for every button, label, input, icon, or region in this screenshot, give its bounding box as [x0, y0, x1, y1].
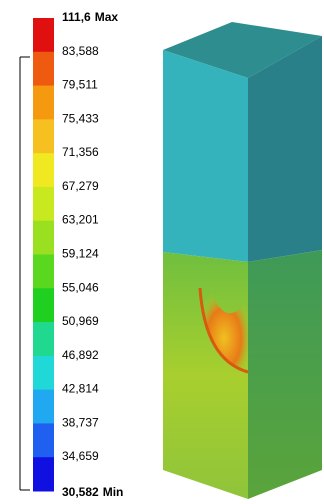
label-value: 38,737 [62, 416, 99, 430]
label-value: 71,356 [62, 145, 99, 159]
color-band [33, 356, 54, 390]
right-face-lower [248, 250, 322, 499]
legend-label: 34,659 [62, 449, 99, 463]
legend-label: 71,356 [62, 145, 99, 159]
label-value: 59,124 [62, 247, 99, 261]
label-value: 67,279 [62, 179, 99, 193]
label-tag: Min [103, 485, 124, 499]
color-band [33, 423, 54, 457]
label-value: 30,582 [62, 485, 99, 499]
legend-label: 111,6 Max [62, 10, 118, 24]
legend-label: 79,511 [62, 78, 98, 92]
result-view: 111,6 Max 83,588 79,511 75,433 71,356 67,279 63… [0, 0, 324, 499]
label-value: 63,201 [62, 213, 99, 227]
label-value: 55,046 [62, 280, 99, 294]
legend-label: 67,279 [62, 179, 99, 193]
label-value: 34,659 [62, 449, 99, 463]
label-value: 75,433 [62, 112, 99, 126]
color-band [33, 390, 54, 424]
legend-label: 50,969 [62, 314, 99, 328]
color-band [33, 255, 54, 289]
color-band [33, 322, 54, 356]
front-face-upper [163, 50, 248, 262]
legend-label: 55,046 [62, 280, 99, 294]
legend-label: 59,124 [62, 247, 99, 261]
color-band [33, 288, 54, 322]
label-value: 79,511 [62, 78, 98, 92]
legend-label: 75,433 [62, 112, 99, 126]
label-value: 42,814 [62, 382, 99, 396]
legend-label: 83,588 [62, 44, 99, 58]
color-band [33, 221, 54, 255]
label-value: 83,588 [62, 44, 99, 58]
color-band [33, 457, 54, 491]
label-value: 50,969 [62, 314, 99, 328]
legend-label: 42,814 [62, 382, 99, 396]
legend-label: 38,737 [62, 416, 99, 430]
color-band [33, 153, 54, 187]
legend-label: 46,892 [62, 348, 99, 362]
color-band [33, 18, 54, 52]
legend: 111,6 Max 83,588 79,511 75,433 71,356 67,279 63… [33, 10, 123, 499]
color-band [33, 52, 54, 86]
color-band [33, 86, 54, 120]
model [163, 22, 322, 499]
legend-label: 30,582 Min [62, 485, 123, 499]
label-tag: Max [95, 10, 119, 24]
legend-label: 63,201 [62, 213, 99, 227]
front-face-lower [163, 252, 248, 499]
label-value: 46,892 [62, 348, 99, 362]
color-band [33, 119, 54, 153]
label-value: 111,6 [62, 10, 91, 24]
color-band [33, 187, 54, 221]
